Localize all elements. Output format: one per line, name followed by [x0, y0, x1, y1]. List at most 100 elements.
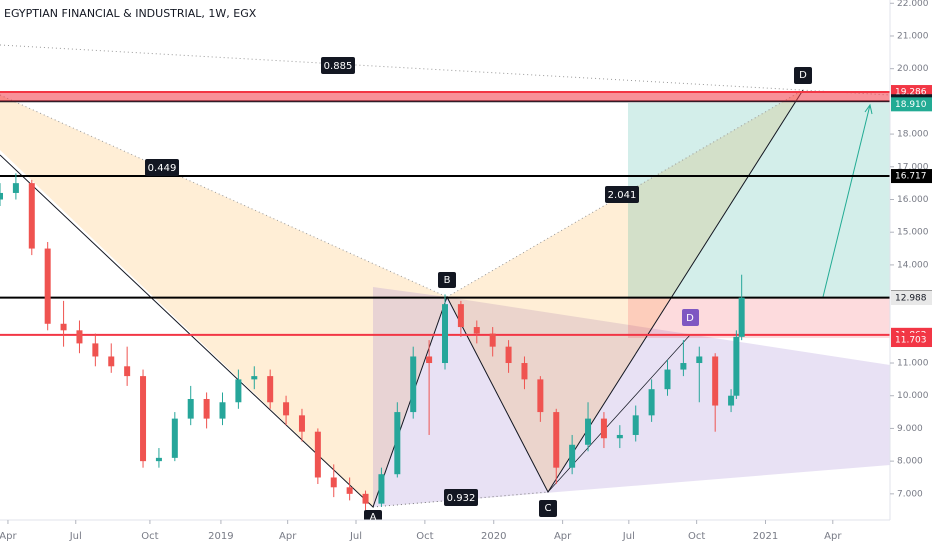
candle-body	[728, 395, 735, 406]
candle-body	[124, 366, 131, 377]
x-tick-label: Jul	[69, 531, 82, 542]
y-tick-label: 7.000	[897, 489, 923, 499]
candle-body	[489, 333, 496, 347]
x-tick-label: Apr	[0, 531, 17, 542]
bd-line	[446, 89, 804, 298]
candle-body	[712, 356, 719, 406]
ratio-label: 0.449	[148, 163, 177, 174]
candle-body	[585, 418, 592, 445]
candle-body	[738, 297, 745, 337]
candle-body	[76, 330, 83, 344]
price-badge	[891, 291, 932, 306]
abc-zone	[373, 287, 890, 507]
candle-body	[473, 327, 480, 334]
label-bg	[438, 272, 456, 288]
x-tick-label: Apr	[824, 531, 842, 542]
candle-body	[505, 346, 512, 364]
candle-body	[155, 457, 162, 462]
x-tick-label: Apr	[279, 531, 297, 542]
stop-zone	[628, 297, 890, 338]
candle-body	[108, 356, 115, 367]
xb-line	[0, 94, 448, 298]
ratio-label: 2.041	[608, 190, 637, 201]
candle-body	[203, 398, 210, 419]
candle-body	[140, 376, 147, 462]
ratio-label: 0.932	[447, 493, 476, 504]
candle-body	[696, 356, 703, 364]
candle-body	[298, 415, 305, 432]
price-badge-label: 19.286	[895, 88, 927, 98]
price-badge	[891, 333, 932, 348]
candle-body	[648, 389, 655, 416]
annotations: A B C D D 0.885 0.449 2.041 0.932	[145, 57, 812, 524]
point-label: B	[444, 275, 451, 286]
x-tick-label: 2021	[753, 531, 778, 542]
y-tick-label: 16.000	[897, 195, 929, 205]
candle-body	[251, 376, 258, 380]
y-tick-label: 22.000	[897, 0, 929, 9]
candle-body	[92, 343, 99, 357]
point-label: C	[545, 503, 552, 514]
candle-body	[60, 323, 67, 331]
resistance-band	[0, 92, 890, 102]
ratio-bg	[145, 159, 179, 176]
y-tick-label: 21.000	[897, 31, 929, 41]
label-bg	[682, 309, 699, 326]
x-tick-label: 2020	[481, 531, 506, 542]
candle-body	[410, 356, 417, 413]
candles	[0, 173, 745, 511]
ratio-label: 0.885	[324, 61, 353, 72]
y-tick-label: 20.000	[897, 64, 929, 74]
candle-body	[457, 304, 464, 328]
candle-body	[569, 444, 576, 468]
candle-body	[680, 363, 687, 370]
price-badge	[891, 97, 932, 112]
chart-title: EGYPTIAN FINANCIAL & INDUSTRIAL, 1W, EGX	[4, 7, 257, 20]
y-tick-label: 10.000	[897, 391, 929, 401]
candle-body	[267, 376, 274, 403]
candle-body	[600, 418, 607, 439]
candle-body	[28, 183, 35, 249]
price-badge-label: 18.910	[895, 100, 927, 110]
xd-line	[0, 44, 891, 96]
candle-body	[632, 415, 639, 435]
x-tick-label: Oct	[141, 531, 158, 542]
candle-body	[235, 379, 242, 403]
x-tick-label: Jul	[622, 531, 635, 542]
x-tick-label: Oct	[416, 531, 433, 542]
candle-body	[521, 363, 528, 380]
y-tick-label: 9.000	[897, 424, 923, 434]
ratio-bg	[321, 57, 355, 74]
point-label: D	[686, 313, 694, 324]
candle-body	[442, 304, 448, 364]
y-tick-label: 18.000	[897, 130, 929, 140]
candle-body	[283, 402, 290, 416]
y-tick-label: 17.000	[897, 162, 929, 172]
x-tick-label: Jul	[349, 531, 362, 542]
y-tick-label: 15.000	[897, 228, 929, 238]
target-zone	[628, 103, 890, 297]
y-tick-label: 8.000	[897, 457, 923, 467]
x-tick-label: Apr	[554, 531, 572, 542]
label-bg	[539, 500, 557, 517]
y-tick-label: 11.000	[897, 359, 929, 369]
ratio-bg	[605, 186, 639, 203]
candle-body	[12, 183, 19, 193]
price-badge-label: 16.717	[895, 172, 927, 182]
candle-body	[664, 369, 671, 390]
point-label: A	[370, 512, 377, 523]
label-bg	[794, 67, 812, 84]
candle-body	[314, 431, 321, 478]
price-badge-label: 12.988	[895, 294, 927, 304]
candle-body	[330, 477, 337, 488]
candle-body	[362, 493, 369, 504]
price-badge	[891, 169, 932, 184]
xab-triangle	[0, 95, 447, 507]
price-axis	[890, 0, 932, 550]
candle-body	[426, 356, 433, 364]
x-tick-label: Oct	[688, 531, 705, 542]
price-badge-label: 11.703	[895, 336, 927, 346]
candle-body	[171, 418, 178, 458]
